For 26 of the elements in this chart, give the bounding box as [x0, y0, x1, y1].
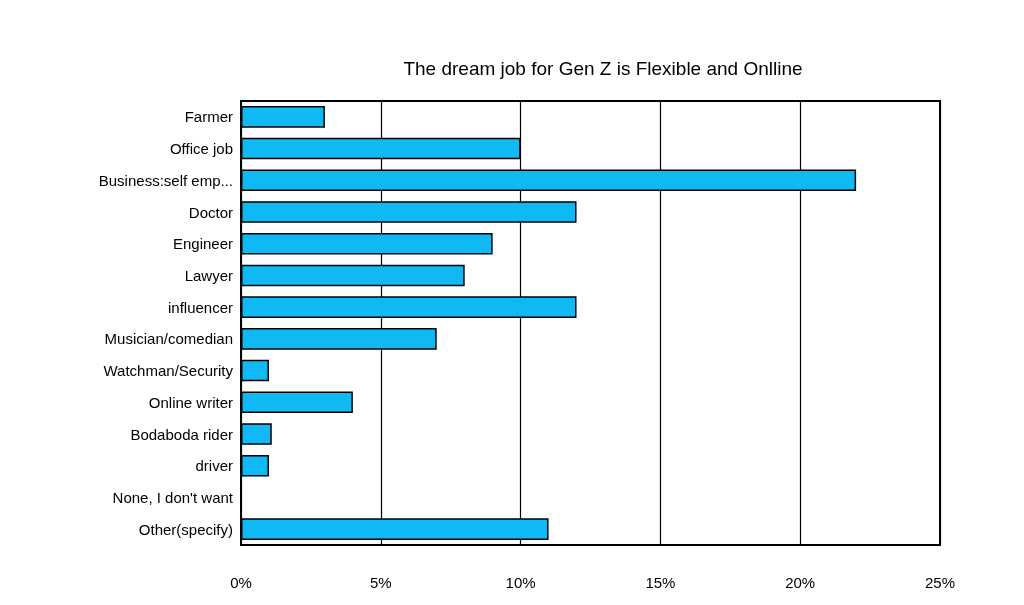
y-tick-label: Other(specify) [138, 520, 233, 538]
y-tick-label: Business:self emp... [98, 171, 233, 189]
x-tick-label: 25% [924, 574, 956, 591]
x-tick-label: 5% [369, 574, 392, 591]
x-tick-label: 10% [505, 574, 536, 591]
y-tick-label: Musician/comedian [104, 330, 233, 348]
chart-title: The dream job for Gen Z is Flexible and Onlline [403, 58, 803, 79]
bar [241, 391, 353, 414]
y-tick-label: influencer [167, 298, 233, 316]
bar [241, 106, 325, 128]
y-tick-label: Doctor [188, 203, 233, 221]
y-tick-label: Lawyer [184, 266, 233, 284]
bar [241, 454, 269, 477]
y-tick-label: Engineer [172, 235, 233, 253]
y-tick-label: Bodaboda rider [130, 425, 233, 443]
y-tick-label: Farmer [184, 108, 233, 126]
y-tick-label: Office job [169, 140, 233, 158]
x-tick-label: 15% [645, 574, 676, 591]
x-tick-label: 0% [230, 574, 252, 591]
y-tick-label: driver [195, 457, 233, 475]
y-tick-label: Online writer [148, 393, 233, 411]
bar [241, 359, 269, 382]
bar [241, 423, 272, 445]
y-tick-label: None, I don't want [112, 488, 234, 506]
x-tick-label: 20% [785, 574, 816, 591]
y-tick-label: Watchman/Security [103, 362, 234, 380]
